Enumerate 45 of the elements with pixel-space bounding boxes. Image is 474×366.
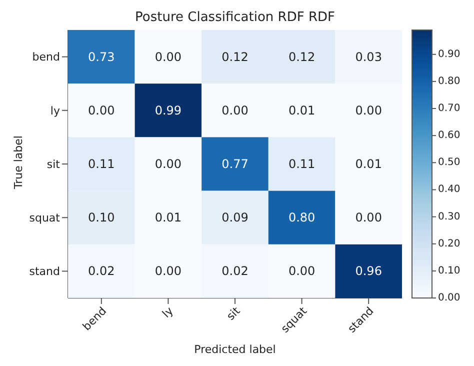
data-label: 0.12	[288, 50, 316, 64]
y-axis-title: True label	[12, 136, 25, 190]
color-bar-label: 0.70	[438, 103, 460, 114]
data-label: 0.00	[355, 210, 382, 225]
color-bar-label: 0.10	[438, 265, 460, 276]
data-label: 0.01	[288, 103, 316, 118]
color-bar-label: 0.50	[438, 157, 460, 168]
y-tick-label: stand	[29, 265, 60, 278]
data-label: 0.99	[154, 103, 182, 118]
x-tick-label: ly	[160, 304, 176, 320]
y-tick-label: squat	[29, 212, 61, 225]
x-axis-title: Predicted label	[194, 343, 276, 356]
data-label: 0.02	[222, 264, 248, 278]
color-bar-label: 0.20	[438, 238, 460, 250]
color-bar-label: 0.60	[438, 130, 460, 142]
data-label: 0.11	[288, 157, 316, 171]
data-label: 0.11	[88, 157, 115, 171]
x-tick-label: sit	[224, 304, 244, 323]
y-tick-label: bend	[32, 50, 60, 64]
data-label: 0.80	[288, 210, 316, 225]
color-bar-label: 0.30	[438, 211, 460, 222]
data-label: 0.73	[88, 50, 115, 64]
y-tick-label: sit	[46, 158, 61, 171]
data-label: 0.00	[222, 103, 248, 118]
data-label: 0.10	[88, 210, 115, 225]
data-label: 0.00	[88, 103, 115, 118]
data-label: 0.00	[288, 264, 316, 278]
data-label: 0.01	[154, 210, 182, 225]
data-label: 0.03	[355, 50, 382, 64]
color-bar-label: 0.40	[438, 184, 460, 196]
data-label: 0.00	[154, 157, 182, 171]
data-label: 0.00	[355, 103, 382, 118]
data-label: 0.12	[222, 50, 248, 64]
data-label: 0.02	[88, 264, 115, 278]
color-bar-label: 0.90	[438, 48, 460, 60]
color-bar-label: 0.80	[438, 76, 460, 87]
y-tick-label: ly	[50, 104, 60, 118]
data-label: 0.96	[355, 264, 382, 278]
data-label: 0.09	[222, 210, 248, 225]
data-label: 0.00	[154, 264, 182, 278]
data-label: 0.01	[355, 157, 382, 171]
color-bar-label: 0.00	[438, 292, 460, 304]
data-label: 0.00	[154, 50, 182, 64]
chart-title: Posture Classification RDF RDF	[134, 10, 336, 25]
data-label: 0.77	[222, 157, 248, 171]
